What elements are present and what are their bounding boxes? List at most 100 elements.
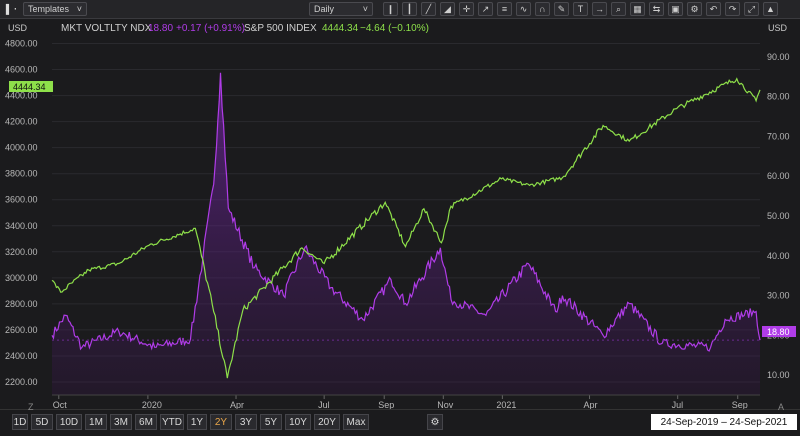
legend-spx-name: S&P 500 INDEX	[244, 23, 317, 34]
range-button-2y[interactable]: 2Y	[210, 414, 232, 430]
left-axis-tick: 2800.00	[5, 299, 38, 309]
chart-toolbar: ▌ · Templates ˅ Daily ˅ ❙ ┃ ╱ ◢ ✛ ↗ ≡ ∿ ∩ ✎ T → ⌕ ▦ ⇆ ▣…	[0, 0, 800, 19]
range-button-10y[interactable]: 10Y	[285, 414, 311, 430]
legend-vol-value: 18.80	[148, 23, 173, 34]
x-axis-tick: Nov	[437, 400, 454, 409]
date-range-field[interactable]: 24-Sep-2019 – 24-Sep-2021	[651, 414, 797, 430]
left-axis-tick: 3200.00	[5, 247, 38, 257]
left-axis-tick: 2600.00	[5, 325, 38, 335]
x-axis-tick: Apr	[230, 400, 244, 409]
zoom-right-label[interactable]: A	[778, 402, 785, 412]
volatility-series	[51, 72, 761, 396]
x-axis-tick: Jul	[318, 400, 330, 409]
right-price-tag-label: 18.80	[767, 327, 790, 337]
legend-vol-change: +0.17 (+0.91%)	[176, 23, 245, 34]
range-button-3m[interactable]: 3M	[110, 414, 132, 430]
line-icon[interactable]: ╱	[421, 2, 436, 16]
chart-area[interactable]: 4800.00 4600.00 4400.00 4200.00 4000.00 3800.…	[0, 19, 800, 410]
magnet-icon[interactable]: ∩	[535, 2, 550, 16]
left-axis-currency[interactable]: USD	[8, 23, 28, 33]
spx-line	[51, 77, 761, 379]
left-axis-tick: 3600.00	[5, 195, 38, 205]
left-axis-tick: 3400.00	[5, 221, 38, 231]
maximize-icon[interactable]: ⤢	[744, 2, 759, 16]
text-icon[interactable]: T	[573, 2, 588, 16]
range-button-1m[interactable]: 1M	[85, 414, 107, 430]
left-price-tag-bg	[9, 81, 53, 92]
chevron-down-icon: ˅	[76, 4, 82, 14]
range-button-5d[interactable]: 5D	[31, 414, 53, 430]
x-axis-tick: 2021	[496, 400, 516, 409]
left-axis-tick: 2400.00	[5, 351, 38, 361]
zoom-left-label[interactable]: Z	[28, 402, 34, 412]
right-axis-currency[interactable]: USD	[768, 23, 788, 33]
zoom-icon[interactable]: ⌕	[611, 2, 626, 16]
left-price-tag: 4444.34	[9, 81, 53, 92]
arrow-icon[interactable]: →	[592, 2, 607, 16]
right-price-tag: 18.80	[762, 326, 796, 337]
right-axis-tick: 70.00	[767, 131, 790, 141]
x-axis-tick: Sep	[732, 400, 748, 409]
range-button-6m[interactable]: 6M	[135, 414, 157, 430]
left-axis-tick: 4400.00	[5, 91, 38, 101]
crosshair-icon[interactable]: ✛	[459, 2, 474, 16]
x-axis-tick: Oct	[53, 400, 68, 409]
templates-label: Templates	[28, 4, 70, 14]
right-price-tag-bg	[762, 326, 796, 337]
right-axis-tick: 90.00	[767, 52, 790, 62]
right-axis-tick: 10.00	[767, 370, 790, 380]
legend: MKT VOLTLTY NDX 18.80 +0.17 (+0.91%) S&P…	[61, 23, 429, 34]
grid-icon[interactable]: ▦	[630, 2, 645, 16]
chart-svg[interactable]: 4800.00 4600.00 4400.00 4200.00 4000.00 3800.…	[0, 19, 800, 410]
close-icon[interactable]: ▲	[763, 2, 778, 16]
gear-icon[interactable]: ⚙	[427, 414, 443, 430]
x-axis-tick: Apr	[584, 400, 598, 409]
range-button-1y[interactable]: 1Y	[187, 414, 207, 430]
vol-area	[52, 72, 760, 396]
sp500-series	[51, 77, 761, 379]
vol-line	[51, 72, 761, 352]
x-axis-tick: Sep	[378, 400, 394, 409]
interval-dropdown[interactable]: Daily ˅	[309, 2, 373, 16]
left-axis-tick: 4600.00	[5, 65, 38, 75]
right-axis-tick: 30.00	[767, 291, 790, 301]
legend-spx-value: 4444.34	[322, 23, 359, 34]
range-button-ytd[interactable]: YTD	[160, 414, 184, 430]
bar-chart-menu-icon[interactable]: ▌ ·	[5, 4, 18, 14]
bar-icon[interactable]: ┃	[402, 2, 417, 16]
range-button-1d[interactable]: 1D	[12, 414, 28, 430]
draw-icon[interactable]: ✎	[554, 2, 569, 16]
range-button-20y[interactable]: 20Y	[314, 414, 340, 430]
bottom-bar: Z A 1D 5D 10D 1M 3M 6M YTD 1Y 2Y 3Y 5Y 10Y 20Y Max ⚙ …	[0, 402, 800, 436]
range-button-3y[interactable]: 3Y	[235, 414, 257, 430]
legend-spx-change: −4.64 (−0.10%)	[360, 23, 429, 34]
right-axis-tick: 60.00	[767, 171, 790, 181]
area-icon[interactable]: ◢	[440, 2, 455, 16]
range-button-max[interactable]: Max	[343, 414, 369, 430]
left-axis-tick: 2200.00	[5, 377, 38, 387]
right-axis-tick: 40.00	[767, 251, 790, 261]
undo-icon[interactable]: ↶	[706, 2, 721, 16]
left-axis-tick: 3800.00	[5, 169, 38, 179]
x-axis-tick: Jul	[672, 400, 684, 409]
wave-icon[interactable]: ∿	[516, 2, 531, 16]
left-axis-tick: 4200.00	[5, 117, 38, 127]
left-price-tag-label: 4444.34	[13, 82, 46, 92]
layout-icon[interactable]: ▣	[668, 2, 683, 16]
fib-icon[interactable]: ≡	[497, 2, 512, 16]
templates-dropdown[interactable]: Templates ˅	[23, 2, 87, 16]
redo-icon[interactable]: ↷	[725, 2, 740, 16]
toolbar-icon-group: ❙ ┃ ╱ ◢ ✛ ↗ ≡ ∿ ∩ ✎ T → ⌕ ▦ ⇆ ▣ ⚙ ↶ ↷ ⤢ ▲	[379, 2, 778, 16]
chevron-down-icon: ˅	[362, 4, 368, 14]
right-axis-tick: 80.00	[767, 92, 790, 102]
axes: 4800.00 4600.00 4400.00 4200.00 4000.00 3800.…	[5, 39, 790, 410]
right-axis-tick: 50.00	[767, 211, 790, 221]
left-axis-tick: 3000.00	[5, 273, 38, 283]
interval-label: Daily	[314, 4, 335, 14]
range-button-10d[interactable]: 10D	[56, 414, 82, 430]
trend-icon[interactable]: ↗	[478, 2, 493, 16]
compare-icon[interactable]: ⇆	[649, 2, 664, 16]
settings-icon[interactable]: ⚙	[687, 2, 702, 16]
candlestick-icon[interactable]: ❙	[383, 2, 398, 16]
range-button-5y[interactable]: 5Y	[260, 414, 282, 430]
